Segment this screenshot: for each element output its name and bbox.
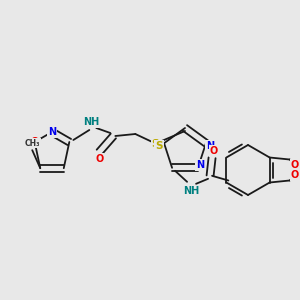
Text: O: O: [290, 160, 299, 170]
Text: N: N: [48, 127, 56, 137]
Text: NH: NH: [183, 186, 199, 196]
Text: O: O: [95, 154, 103, 164]
Text: S: S: [152, 139, 159, 149]
Text: N: N: [196, 160, 204, 170]
Text: O: O: [31, 137, 39, 147]
Text: N: N: [206, 141, 214, 151]
Text: O: O: [290, 170, 299, 181]
Text: O: O: [210, 146, 218, 156]
Text: NH: NH: [83, 117, 99, 127]
Text: S: S: [155, 141, 163, 151]
Text: CH₃: CH₃: [25, 139, 40, 148]
